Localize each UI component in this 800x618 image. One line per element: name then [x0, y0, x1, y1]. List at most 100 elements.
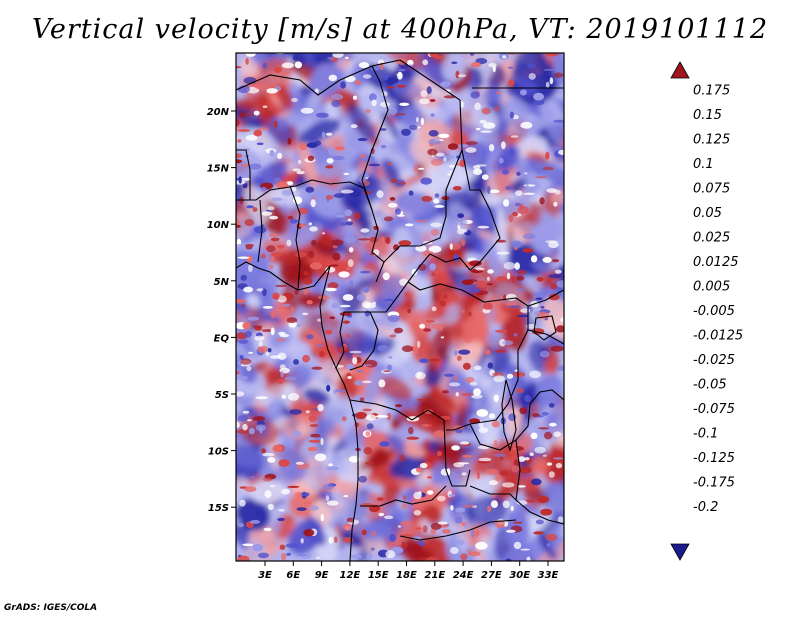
field-speck [538, 427, 550, 430]
field-speck [297, 553, 307, 557]
field-speck [515, 387, 525, 394]
colorbar-label: 0.005 [693, 280, 730, 295]
field-speck [256, 142, 264, 146]
field-blob [446, 322, 463, 340]
field-speck [254, 83, 266, 90]
field-speck [462, 362, 471, 370]
field-speck [488, 480, 498, 486]
field-speck [389, 107, 398, 116]
field-speck [239, 111, 246, 119]
field-speck [514, 247, 518, 251]
field-speck [365, 108, 371, 114]
field-speck [254, 335, 265, 341]
field-speck [512, 371, 526, 378]
field-speck [271, 197, 283, 202]
field-speck [276, 181, 289, 189]
field-speck [272, 292, 280, 300]
field-speck [545, 533, 558, 541]
field-blob [385, 434, 406, 453]
field-speck [253, 129, 263, 137]
y-tick-label: 5S [215, 390, 229, 401]
field-speck [545, 151, 550, 160]
field-speck [236, 192, 240, 201]
field-speck [270, 355, 282, 359]
field-speck [520, 308, 531, 313]
field-speck [395, 208, 401, 215]
field-speck [389, 197, 396, 201]
field-speck [384, 515, 394, 520]
colorbar-label: 0.0125 [693, 255, 739, 270]
field-blob [465, 283, 489, 309]
colorbar-label: 0.05 [693, 206, 722, 221]
field-speck [385, 237, 391, 244]
field-speck [310, 199, 316, 208]
border-7 [335, 253, 431, 369]
border-17 [399, 519, 517, 541]
field-speck [533, 531, 544, 535]
field-speck [289, 409, 302, 415]
field-speck [464, 338, 472, 343]
field-speck [365, 414, 377, 421]
field-speck [496, 251, 510, 255]
field-speck [464, 279, 478, 283]
field-speck [517, 206, 529, 214]
border-8 [407, 281, 529, 431]
field-blob [363, 368, 382, 406]
field-speck [502, 169, 509, 175]
field-speck [309, 423, 319, 428]
colorbar-label: 0.1 [693, 157, 714, 172]
field-speck [438, 133, 450, 138]
field-speck [237, 139, 242, 143]
field-speck [449, 382, 461, 387]
field-speck [243, 76, 257, 85]
field-speck [375, 415, 389, 418]
field-speck [401, 128, 411, 136]
field-speck [269, 215, 279, 220]
field-speck [449, 243, 453, 250]
field-blob [523, 272, 543, 292]
field-speck [331, 303, 339, 309]
field-speck [236, 218, 240, 226]
field-speck [321, 131, 326, 139]
field-speck [328, 74, 338, 82]
x-tick-label: 30E [509, 570, 530, 581]
field-speck [542, 454, 547, 457]
field-speck [390, 178, 398, 184]
field-speck [399, 102, 410, 107]
field-speck [460, 441, 470, 445]
field-speck [277, 295, 287, 303]
field-speck [349, 280, 354, 287]
field-speck [331, 93, 344, 100]
field-speck [246, 205, 254, 209]
field-speck [305, 410, 310, 414]
field-speck [487, 269, 494, 274]
field-speck [264, 490, 272, 499]
field-speck [349, 350, 362, 354]
field-speck [430, 228, 440, 236]
field-speck [464, 523, 469, 529]
field-speck [440, 81, 451, 87]
field-speck [245, 57, 249, 65]
field-speck [242, 543, 254, 547]
field-speck [416, 467, 423, 473]
field-speck [287, 393, 300, 401]
field-speck [548, 274, 561, 279]
field-speck [453, 462, 465, 468]
field-speck [363, 302, 376, 309]
field-speck [329, 264, 339, 267]
field-speck [257, 171, 262, 178]
field-speck [320, 513, 324, 522]
field-speck [315, 556, 321, 560]
field-speck [556, 280, 564, 288]
field-speck [237, 256, 250, 259]
field-speck [281, 62, 294, 69]
field-speck [251, 476, 255, 479]
field-blob [345, 331, 377, 356]
field-speck [496, 276, 506, 282]
field-speck [541, 411, 549, 416]
field-speck [408, 190, 414, 196]
field-speck [245, 134, 258, 141]
field-speck [473, 388, 481, 396]
field-speck [277, 517, 285, 522]
field-speck [479, 119, 487, 124]
